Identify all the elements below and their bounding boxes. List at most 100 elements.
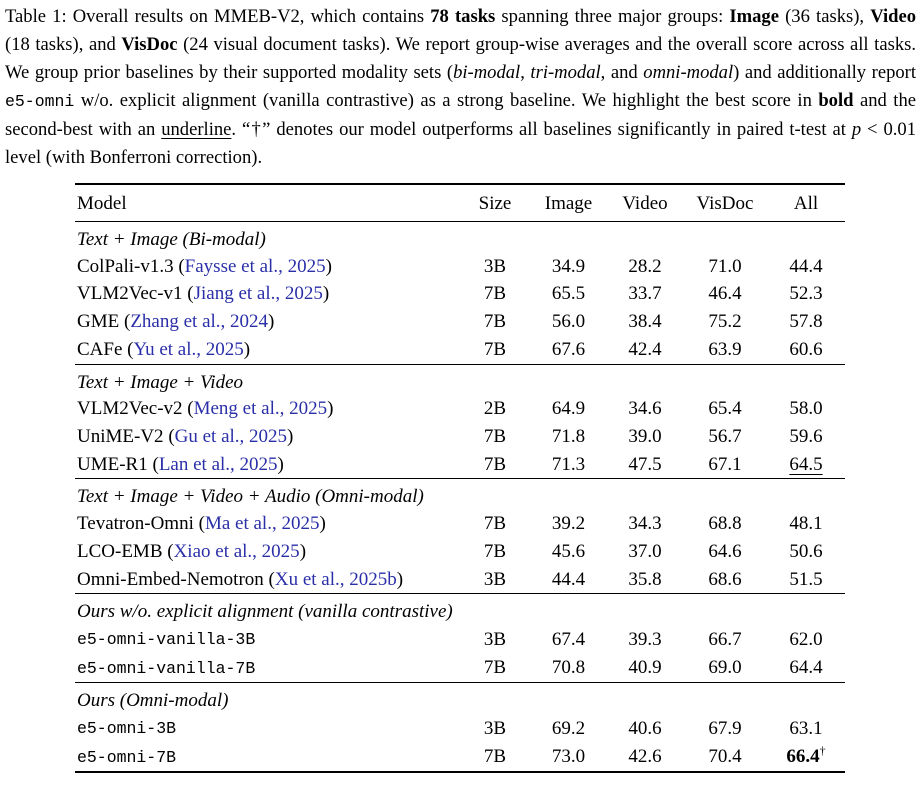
size-cell: 7B bbox=[483, 283, 507, 305]
citation-link[interactable]: Lan et al., 2025 bbox=[158, 453, 278, 475]
caption-segment-italic: omni-modal bbox=[643, 62, 734, 83]
column-header-image: Image bbox=[544, 193, 593, 214]
citation-paren-close: ) bbox=[243, 339, 251, 361]
model-name: UME-R1 bbox=[77, 453, 148, 475]
model-name: e5-omni-vanilla-7B bbox=[77, 658, 256, 678]
group-header-row: Ours (Omni-modal) bbox=[75, 683, 845, 714]
caption-segment-monospace: e5-omni bbox=[5, 92, 75, 111]
citation-paren-close: ) bbox=[319, 513, 326, 535]
citation-paren-close: ) bbox=[277, 453, 284, 475]
model-name: e5-omni-vanilla-3B bbox=[77, 630, 256, 649]
table-row: e5-omni-3B 3B 69.2 40.6 67.9 63.1 bbox=[75, 714, 845, 743]
citation-link[interactable]: Meng et al., 2025 bbox=[193, 398, 328, 420]
group-label: Ours w/o. explicit alignment (vanilla co… bbox=[77, 601, 453, 623]
model-name: Omni-Embed-Nemotron bbox=[77, 568, 264, 590]
visdoc-score-cell: 69.0 bbox=[708, 657, 742, 679]
table-row: LCO-EMB (Xiao et al., 2025) 7B 45.6 37.0… bbox=[75, 538, 845, 566]
size-cell: 2B bbox=[483, 398, 507, 420]
caption-segment-bold: 78 tasks bbox=[430, 6, 496, 27]
citation-paren-close: ) bbox=[396, 568, 404, 590]
visdoc-score-cell: 75.2 bbox=[708, 311, 742, 333]
visdoc-score-cell: 66.7 bbox=[708, 628, 742, 650]
citation-link[interactable]: Gu et al., 2025 bbox=[174, 426, 288, 448]
citation-paren-close: ) bbox=[327, 398, 334, 420]
citation-link[interactable]: Yu et al., 2025 bbox=[133, 339, 244, 361]
image-score-cell: 69.2 bbox=[551, 717, 586, 739]
table-row: Omni-Embed-Nemotron (Xu et al., 2025b) 3… bbox=[75, 566, 845, 594]
citation-paren-open: ( bbox=[168, 426, 175, 448]
column-header-all: All bbox=[793, 193, 819, 214]
image-score-cell: 44.4 bbox=[551, 568, 586, 590]
citation-link[interactable]: Xiao et al., 2025 bbox=[173, 540, 300, 562]
group-trimodal: Text + Image + Video VLM2Vec-v2 (Meng et… bbox=[75, 364, 845, 479]
citation-paren-open: ( bbox=[268, 568, 275, 590]
size-cell: 3B bbox=[483, 568, 507, 590]
visdoc-score-cell: 65.4 bbox=[708, 398, 742, 420]
all-score-cell: 58.0 bbox=[789, 398, 823, 420]
second-best-value: 64.5 bbox=[789, 453, 823, 475]
video-score-cell: 28.2 bbox=[628, 255, 662, 277]
citation-link[interactable]: Xu et al., 2025b bbox=[274, 568, 397, 590]
image-score-cell: 45.6 bbox=[551, 540, 586, 562]
video-score-cell: 34.3 bbox=[628, 513, 662, 535]
caption-segment-italic: tri-modal bbox=[530, 62, 601, 83]
citation-paren-close: ) bbox=[325, 255, 332, 277]
all-score-cell: 44.4 bbox=[789, 255, 823, 277]
visdoc-score-cell: 67.1 bbox=[708, 453, 742, 475]
all-score-cell: 50.6 bbox=[789, 540, 823, 562]
image-score-cell: 71.3 bbox=[551, 453, 586, 475]
caption-segment: w/o. explicit alignment (vanilla contras… bbox=[74, 90, 819, 111]
model-name: UniME-V2 bbox=[77, 426, 164, 448]
column-header-video: Video bbox=[622, 193, 668, 214]
video-score-cell: 35.8 bbox=[628, 568, 662, 590]
citation-paren-open: ( bbox=[123, 311, 131, 333]
caption-segment-bold: Video bbox=[870, 6, 916, 27]
group-label: Ours (Omni-modal) bbox=[77, 690, 229, 712]
citation-paren-open: ( bbox=[127, 339, 134, 361]
visdoc-score-cell: 46.4 bbox=[708, 283, 742, 305]
citation-paren-open: ( bbox=[152, 453, 159, 475]
visdoc-score-cell: 71.0 bbox=[708, 255, 742, 277]
group-omnimodal-baselines: Text + Image + Video + Audio (Omni-modal… bbox=[75, 478, 845, 594]
model-name: e5-omni-3B bbox=[77, 719, 177, 739]
caption-segment: , and bbox=[600, 62, 644, 83]
visdoc-score-cell: 63.9 bbox=[708, 339, 742, 361]
caption-segment: (36 tasks), bbox=[778, 6, 871, 27]
size-cell: 3B bbox=[483, 717, 507, 739]
video-score-cell: 38.4 bbox=[628, 311, 662, 333]
column-header-model: Model bbox=[77, 193, 127, 214]
citation-link[interactable]: Jiang et al., 2025 bbox=[193, 283, 323, 305]
citation-link[interactable]: Ma et al., 2025 bbox=[204, 513, 320, 535]
size-cell: 7B bbox=[483, 513, 507, 535]
size-cell: 7B bbox=[483, 426, 507, 448]
video-score-cell: 40.6 bbox=[628, 717, 662, 739]
video-score-cell: 34.6 bbox=[628, 398, 662, 420]
size-cell: 3B bbox=[483, 628, 507, 650]
all-score-cell: 57.8 bbox=[789, 311, 823, 333]
results-table: Model Size Image Video VisDoc All Text +… bbox=[75, 183, 845, 774]
caption-segment-italic: bi-modal bbox=[453, 62, 521, 83]
caption-segment: < 0.01 level (with Bonferroni correction… bbox=[5, 119, 917, 168]
group-label: Text + Image + Video bbox=[77, 371, 243, 393]
citation-paren-close: ) bbox=[322, 283, 330, 305]
model-name: e5-omni-7B bbox=[77, 747, 177, 767]
header-row: Model Size Image Video VisDoc All bbox=[75, 184, 845, 222]
column-header-visdoc: VisDoc bbox=[696, 193, 754, 214]
caption-segment: . “†” denotes our model outperforms all … bbox=[231, 119, 852, 140]
table-row: ColPali-v1.3 (Faysse et al., 2025) 3B 34… bbox=[75, 253, 845, 281]
group-label: Text + Image (Bi-modal) bbox=[77, 229, 266, 250]
image-score-cell: 73.0 bbox=[551, 746, 586, 768]
all-score-cell: 62.0 bbox=[789, 628, 823, 650]
caption-segment: Table 1: Overall results on MMEB-V2, whi… bbox=[5, 6, 431, 27]
citation-link[interactable]: Zhang et al., 2024 bbox=[130, 311, 269, 333]
table-caption: Table 1: Overall results on MMEB-V2, whi… bbox=[5, 3, 916, 172]
video-score-cell: 42.4 bbox=[628, 339, 662, 361]
caption-segment-underlined: underline bbox=[161, 119, 232, 140]
table-header: Model Size Image Video VisDoc All bbox=[75, 184, 845, 222]
citation-link[interactable]: Faysse et al., 2025 bbox=[184, 255, 326, 277]
all-score-cell: 51.5 bbox=[789, 568, 823, 590]
all-score-cell: 52.3 bbox=[789, 283, 823, 305]
visdoc-score-cell: 56.7 bbox=[708, 426, 742, 448]
video-score-cell: 33.7 bbox=[628, 283, 662, 305]
visdoc-score-cell: 67.9 bbox=[708, 717, 742, 739]
